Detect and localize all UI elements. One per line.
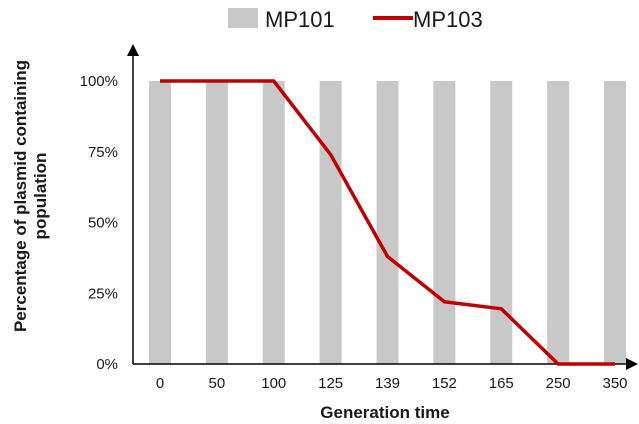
y-tick-label-50: 50% xyxy=(88,215,118,232)
x-tick-label-0: 0 xyxy=(156,375,164,392)
x-tick-label-100: 100 xyxy=(261,375,286,392)
x-tick-label-165: 165 xyxy=(489,375,514,392)
bar-series-mp101 xyxy=(149,81,626,364)
bar-mp101-165 xyxy=(490,81,513,364)
legend-label-mp101: MP101 xyxy=(265,7,335,32)
line-path-mp103 xyxy=(160,79,615,366)
x-tick-label-152: 152 xyxy=(432,375,457,392)
legend: MP101 MP103 xyxy=(228,7,483,32)
bar-mp101-350 xyxy=(604,81,626,364)
axes xyxy=(127,44,638,370)
x-axis-arrow xyxy=(626,358,638,370)
bar-mp101-50 xyxy=(205,81,228,364)
y-tick-label-25: 25% xyxy=(88,285,118,302)
y-tick-label-100: 100% xyxy=(80,73,118,90)
bar-mp101-250 xyxy=(547,81,570,364)
y-tick-label-75: 75% xyxy=(88,144,118,161)
y-tick-labels: 0% 25% 50% 75% 100% xyxy=(80,73,118,373)
bar-mp101-0 xyxy=(149,81,171,364)
y-axis-title-line-1: Percentage of plasmid containing xyxy=(11,60,30,332)
y-axis-title-line-2: population xyxy=(31,153,50,240)
line-series-mp103 xyxy=(160,79,615,366)
bar-mp101-139 xyxy=(376,81,399,364)
x-tick-label-139: 139 xyxy=(375,375,400,392)
legend-label-mp103: MP103 xyxy=(413,7,483,32)
x-tick-label-125: 125 xyxy=(318,375,343,392)
bar-mp101-152 xyxy=(433,81,456,364)
bar-mp101-100 xyxy=(262,81,285,364)
legend-swatch-mp101 xyxy=(228,8,258,28)
x-axis-title: Generation time xyxy=(320,403,449,422)
x-tick-labels: 0 50 100 125 139 152 165 250 350 xyxy=(156,375,628,392)
bar-mp101-125 xyxy=(319,81,342,364)
x-tick-label-250: 250 xyxy=(546,375,571,392)
y-axis-arrow xyxy=(127,44,139,56)
y-tick-label-0: 0% xyxy=(96,356,118,373)
x-tick-label-50: 50 xyxy=(209,375,226,392)
x-tick-label-350: 350 xyxy=(602,375,627,392)
